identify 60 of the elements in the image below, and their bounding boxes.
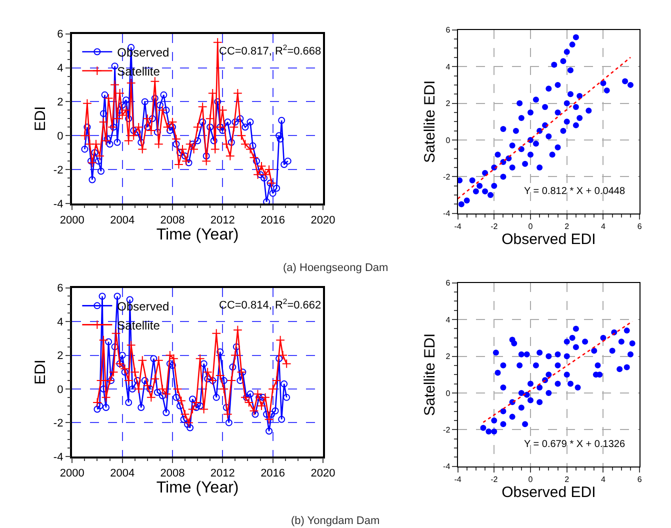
y-tick-label: -4 [53, 198, 64, 210]
x-axis-title: Time (Year) [156, 479, 239, 496]
x-tick-label: 2 [564, 474, 570, 484]
y-tick-label: 4 [57, 316, 64, 328]
x-tick-label: 2012 [210, 467, 235, 480]
x-tick-label: 2004 [110, 467, 135, 480]
x-tick-label: 2004 [110, 214, 135, 226]
y-axis-title: Satellite EDI [421, 333, 438, 416]
y-tick-label: 6 [57, 28, 64, 41]
x-tick-label: 2020 [310, 467, 336, 480]
x-tick-label: 2020 [310, 214, 336, 226]
x-tick-label: 2016 [260, 467, 286, 480]
annotation: CC=0.814, R$^{2}$=0.662 [219, 297, 322, 312]
x-tick-label: 2 [564, 222, 570, 231]
y-axis-title: Satellite EDI [421, 80, 438, 163]
x-tick-label: 4 [601, 222, 606, 231]
y-tick-label: -2 [443, 425, 451, 434]
y-tick-label: -4 [53, 451, 64, 464]
y-tick-label: -2 [53, 164, 64, 176]
x-tick-label: 6 [637, 474, 642, 484]
y-tick-label: 0 [57, 384, 64, 396]
x-axis-title: Time (Year) [156, 226, 239, 244]
x-tick-label: 2000 [60, 467, 84, 480]
x-tick-label: 2008 [160, 467, 185, 480]
x-axis-title: Observed EDI [502, 231, 596, 248]
y-tick-label: 2 [446, 352, 451, 362]
x-tick-label: 6 [637, 222, 642, 231]
y-tick-label: 2 [57, 96, 64, 109]
y-tick-label: -2 [53, 418, 64, 430]
x-tick-label: 2008 [160, 214, 185, 226]
y-tick-label: 6 [446, 26, 451, 35]
y-tick-label: 2 [446, 99, 451, 108]
x-tick-label: -4 [454, 222, 462, 231]
x-tick-label: 2016 [260, 214, 286, 226]
annotation: Y = 0.812 * X + 0.0448 [524, 186, 626, 197]
y-tick-label: 0 [446, 136, 451, 145]
x-tick-label: 0 [528, 222, 534, 231]
text: (b) Yongdam Dam [291, 515, 380, 527]
y-tick-label: 6 [57, 282, 64, 295]
x-tick-label: -2 [490, 474, 498, 484]
y-tick-label: 4 [446, 62, 451, 72]
x-tick-label: 2012 [210, 214, 235, 226]
y-axis-title: EDI [32, 106, 50, 132]
y-tick-label: 4 [57, 62, 64, 75]
x-tick-label: -4 [454, 474, 462, 484]
y-tick-label: 2 [57, 350, 64, 362]
y-tick-label: 0 [57, 130, 64, 142]
y-tick-label: 4 [446, 315, 451, 324]
x-tick-label: 2000 [60, 214, 84, 226]
y-tick-label: 6 [446, 278, 451, 288]
y-tick-label: 0 [446, 388, 451, 398]
x-tick-label: 4 [601, 474, 606, 484]
y-tick-label: -2 [443, 172, 451, 182]
y-axis-title: EDI [32, 360, 50, 385]
annotation: CC=0.817, R$^{2}$=0.668 [219, 43, 322, 58]
x-axis-title: Observed EDI [502, 484, 596, 501]
x-tick-label: -2 [490, 222, 498, 231]
x-tick-label: 0 [528, 474, 534, 484]
annotation: Y = 0.679 * X + 0.1326 [524, 439, 626, 450]
text: (a) Hoengseong Dam [283, 262, 388, 274]
